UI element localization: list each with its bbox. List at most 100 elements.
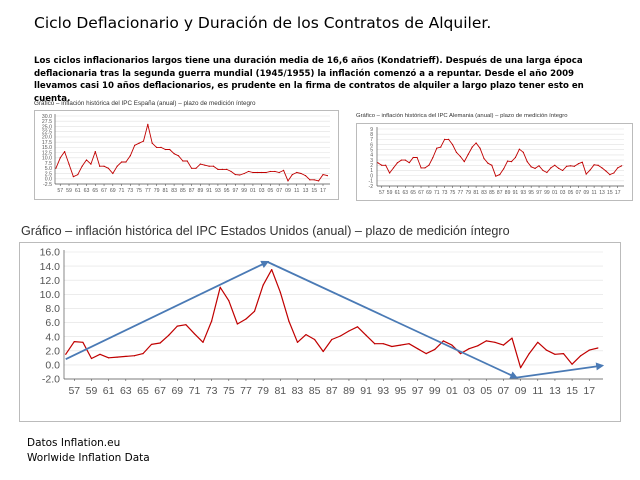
usa-data-point [73,341,75,343]
germany-x-tick-label: 61 [395,190,401,196]
usa-x-tick-label: 17 [583,385,595,397]
usa-y-tick-label: 14.0 [40,261,61,273]
usa-x-tick-label: 69 [171,385,183,397]
germany-x-tick-label: 85 [489,190,495,196]
spain-data-point [85,159,88,161]
usa-x-tick-label: 99 [429,385,441,397]
germany-y-tick-label: 4 [370,153,373,159]
spain-y-tick-label: 10.0 [42,156,52,162]
germany-x-tick-label: 99 [544,190,550,196]
germany-x-tick-label: 15 [607,190,613,196]
usa-data-point [537,341,539,343]
spain-data-point [103,165,105,167]
germany-data-point [483,157,485,160]
spain-data-point [204,164,206,166]
usa-data-point [520,367,522,369]
usa-data-point [494,341,496,343]
germany-data-point [436,147,438,149]
spain-data-point [142,140,145,142]
usa-chart-plot: 16.0 14.0 12.0 10.0 8.0 6.0 4.0 2.0 0.0 -2.0 57 59 6… [40,247,605,397]
usa-data-point [588,349,590,351]
germany-x-tick-label: 07 [576,190,582,196]
germany-data-point [377,162,379,164]
spain-y-tick-label: 30.0 [42,114,52,120]
germany-data-point [475,142,477,144]
germany-data-point [518,148,520,150]
spain-data-point [278,171,280,174]
usa-y-tick-label: 12.0 [40,275,61,287]
usa-chart-title: Gráfico – inflación histórica del IPC Es… [21,224,510,238]
spain-x-tick-label: 97 [233,188,239,194]
usa-data-point [451,344,453,346]
spain-data-point [173,153,175,155]
spain-x-tick-label: 87 [189,188,195,194]
usa-data-point [262,284,264,286]
germany-y-tick-label: 8 [370,132,373,138]
usa-data-point [142,353,144,355]
spain-data-point [208,165,210,167]
spain-data-point [252,171,254,174]
spain-data-point [191,167,193,169]
spain-y-tick-label: 27.5 [42,119,52,125]
footer-source-name: Worlwide Inflation Data [27,451,150,464]
spain-data-point [72,176,74,178]
usa-x-tick-label: 89 [343,385,355,397]
usa-x-tick-label: 85 [309,385,321,397]
germany-data-point [499,174,501,176]
usa-x-tick-label: 65 [137,385,149,397]
germany-x-tick-label: 91 [513,190,519,196]
usa-data-point [314,338,316,341]
usa-data-point [322,350,324,353]
spain-data-point [107,167,110,169]
spain-chart-title: Gráfico – inflación histórica del IPC Es… [34,100,256,107]
germany-chart-frame [356,123,633,201]
spain-x-tick-label: 89 [197,188,203,194]
spain-data-point [261,171,263,174]
germany-x-tick-label: 89 [505,190,511,196]
usa-x-tick-label: 71 [189,385,201,397]
spain-data-point [177,155,180,157]
spain-chart-plot: 30.027.525.022.520.017.515.012.510.07.55… [42,114,330,194]
usa-x-tick-label: 73 [206,385,218,397]
germany-chart-title: Gráfico – inflación histórica del IPC Al… [356,113,568,119]
intro-text: Los ciclos inflacionarios largos tiene u… [34,56,584,104]
germany-data-point [420,167,422,169]
germany-x-tick-label: 73 [442,190,448,196]
usa-data-point [528,353,530,355]
usa-data-point [425,353,427,355]
usa-data-point [459,353,462,355]
germany-y-tick-label: 2 [370,163,373,169]
spain-data-point [55,167,57,169]
usa-data-point [382,343,384,345]
germany-data-point [385,164,387,166]
spain-data-point [212,165,215,167]
germany-data-point [585,173,587,175]
usa-y-tick-label: 4.0 [45,331,60,343]
trend-arrow [516,362,605,379]
usa-data-point [511,337,513,339]
usa-data-point [339,335,341,337]
germany-y-tick-label: 6 [370,142,373,148]
spain-x-tick-label: 83 [171,188,177,194]
usa-data-point [296,341,299,343]
usa-data-point [391,345,393,348]
spain-data-point [134,144,136,146]
usa-x-tick-label: 75 [223,385,235,397]
usa-data-point [125,355,127,358]
germany-data-point [522,151,524,153]
germany-data-point [416,156,418,159]
usa-x-tick-label: 67 [154,385,166,397]
spain-data-point [155,146,158,148]
spain-data-point [99,165,101,167]
usa-data-point [356,326,359,328]
spain-x-tick-label: 61 [75,188,81,194]
spain-data-point [318,180,320,182]
spain-x-tick-label: 17 [320,188,326,194]
germany-y-tick-label: -1 [369,179,374,185]
germany-data-point [601,167,603,169]
spain-data-point [77,173,79,176]
spain-chart: Gráfico – inflación histórica del IPC Es… [34,100,339,200]
spain-y-tick-label: 2.5 [45,171,52,177]
usa-data-point [477,345,479,347]
